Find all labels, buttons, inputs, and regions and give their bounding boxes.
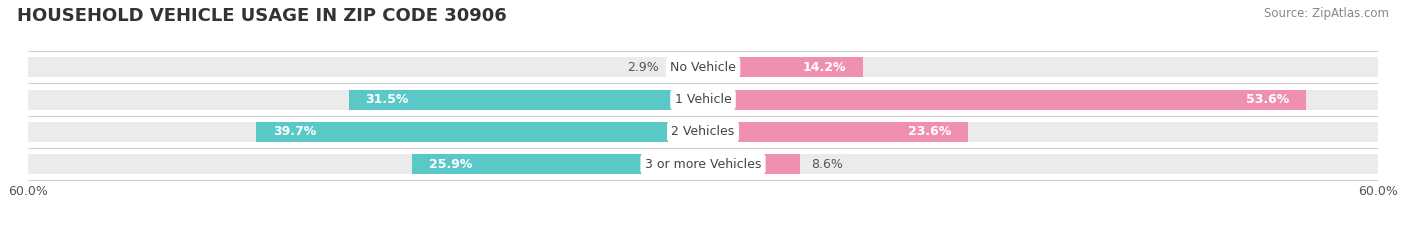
Bar bbox=[28, 122, 703, 142]
Bar bbox=[703, 90, 1378, 110]
Bar bbox=[703, 90, 1306, 110]
Text: 31.5%: 31.5% bbox=[366, 93, 409, 106]
Bar bbox=[412, 154, 703, 174]
Text: 8.6%: 8.6% bbox=[811, 158, 842, 171]
Bar bbox=[28, 90, 703, 110]
Bar bbox=[703, 122, 1378, 142]
Bar bbox=[671, 57, 703, 77]
Text: Source: ZipAtlas.com: Source: ZipAtlas.com bbox=[1264, 7, 1389, 20]
Text: 2 Vehicles: 2 Vehicles bbox=[672, 125, 734, 138]
Bar bbox=[703, 154, 800, 174]
Bar bbox=[703, 57, 863, 77]
Text: 14.2%: 14.2% bbox=[803, 61, 846, 74]
Text: No Vehicle: No Vehicle bbox=[671, 61, 735, 74]
Text: 23.6%: 23.6% bbox=[908, 125, 952, 138]
Bar bbox=[349, 90, 703, 110]
Text: HOUSEHOLD VEHICLE USAGE IN ZIP CODE 30906: HOUSEHOLD VEHICLE USAGE IN ZIP CODE 3090… bbox=[17, 7, 506, 25]
Text: 39.7%: 39.7% bbox=[273, 125, 316, 138]
Bar bbox=[703, 154, 1378, 174]
Text: 25.9%: 25.9% bbox=[429, 158, 472, 171]
Text: 1 Vehicle: 1 Vehicle bbox=[675, 93, 731, 106]
Text: 53.6%: 53.6% bbox=[1246, 93, 1289, 106]
Bar bbox=[28, 57, 703, 77]
Bar bbox=[703, 122, 969, 142]
Bar bbox=[28, 154, 703, 174]
Bar bbox=[703, 57, 1378, 77]
Bar bbox=[256, 122, 703, 142]
Text: 2.9%: 2.9% bbox=[627, 61, 659, 74]
Text: 3 or more Vehicles: 3 or more Vehicles bbox=[645, 158, 761, 171]
